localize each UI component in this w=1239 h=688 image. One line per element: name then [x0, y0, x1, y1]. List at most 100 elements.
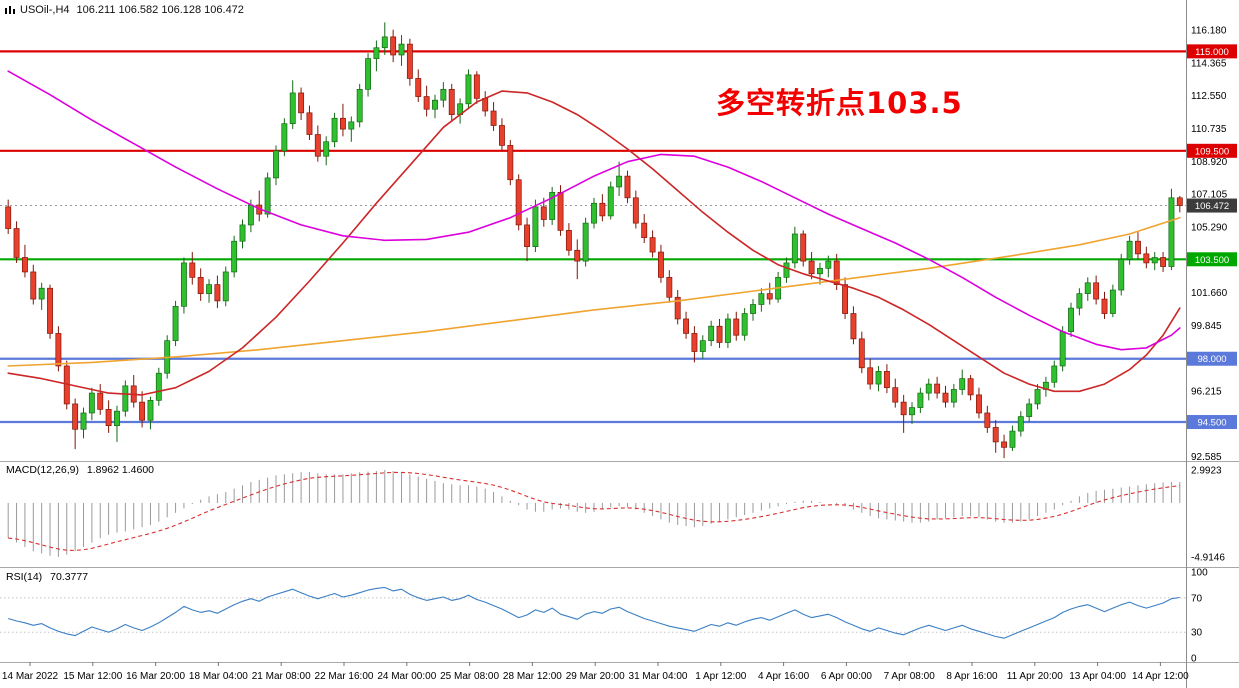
price-axis-label: 116.180 — [1191, 26, 1227, 37]
candle-body — [13, 228, 20, 258]
candle-body — [289, 92, 296, 125]
candle-body — [582, 222, 589, 262]
candle-body — [574, 249, 581, 262]
time-axis-label: 4 Apr 16:00 — [758, 671, 810, 682]
time-axis[interactable]: 14 Mar 2022 15 Mar 12:00 16 Mar 20:00 18 Ma… — [2, 662, 1189, 682]
candle-body — [1109, 289, 1116, 314]
candle-body — [406, 43, 413, 79]
candle-body — [934, 383, 941, 394]
price-level-badge-label: 103.500 — [1195, 255, 1229, 266]
candle-body — [716, 325, 723, 343]
macd-name: MACD(12,26,9) — [6, 464, 79, 476]
candle-body — [97, 392, 104, 410]
candle-body — [197, 277, 204, 294]
candle-body — [147, 399, 154, 421]
time-axis-label: 25 Mar 08:00 — [440, 671, 499, 682]
price-axis-label: 110.735 — [1191, 124, 1227, 135]
time-axis-label: 8 Apr 16:00 — [946, 671, 998, 682]
candle-body — [122, 385, 129, 412]
candle-body — [892, 387, 899, 403]
time-axis-label: 24 Mar 00:00 — [377, 671, 436, 682]
price-pane[interactable] — [0, 0, 1186, 461]
rsi-axis-label: 0 — [1191, 653, 1197, 664]
candle-body — [222, 271, 229, 302]
price-level-badge-label: 94.500 — [1197, 418, 1226, 429]
price-axis[interactable]: 115.000 109.500 103.500 98.000 94.500 106.472… — [1187, 26, 1237, 665]
candle-body — [540, 206, 547, 220]
price-axis-label: 92.585 — [1191, 452, 1222, 463]
candle-body — [883, 371, 890, 389]
candle-body — [800, 233, 807, 262]
candle-body — [992, 427, 999, 443]
candle-body — [339, 117, 346, 130]
price-level-badge-label: 115.000 — [1195, 47, 1229, 58]
price-axis-label: 108.920 — [1191, 157, 1228, 168]
rsi-value: 70.3777 — [50, 571, 89, 583]
candle-body — [281, 123, 288, 152]
candle-body — [88, 392, 95, 414]
price-level-badge — [1187, 252, 1237, 267]
candle-body — [867, 367, 874, 385]
time-axis-label: 1 Apr 12:00 — [695, 671, 747, 682]
candle-body — [381, 36, 388, 49]
candle-body — [607, 186, 614, 217]
candle-body — [390, 36, 397, 56]
candle-body — [214, 284, 221, 302]
rsi-axis-label: 100 — [1191, 568, 1208, 579]
price-level-badge — [1187, 143, 1237, 158]
candle-body — [72, 403, 79, 430]
symbol-timeframe: USOil-,H4 — [20, 4, 70, 16]
candle-body — [1160, 257, 1167, 267]
candle-body — [38, 287, 45, 300]
chart-header: USOil-,H4 106.211 106.582 106.128 106.47… — [5, 4, 244, 16]
candle-body — [55, 333, 62, 367]
macd-indicator-label: MACD(12,26,9) 1.8962 1.4600 — [6, 464, 159, 476]
candle-body — [674, 296, 681, 320]
rsi-name: RSI(14) — [6, 571, 43, 583]
candle-body — [206, 284, 212, 294]
candle-body — [1009, 430, 1016, 448]
candle-body — [507, 145, 514, 181]
rsi-pane[interactable] — [0, 568, 1186, 661]
candle-body — [666, 277, 673, 298]
candle-body — [105, 409, 112, 426]
candle-body — [323, 141, 330, 157]
time-axis-label: 11 Apr 20:00 — [1007, 671, 1063, 682]
price-axis-area[interactable] — [1186, 0, 1239, 662]
candle-body — [331, 117, 338, 143]
candle-body — [549, 192, 556, 220]
current-price-badge — [1187, 198, 1237, 213]
candle-body — [750, 304, 756, 314]
price-level-badge — [1187, 44, 1237, 59]
candle-body — [30, 271, 37, 300]
candle-body — [432, 99, 438, 110]
candle-body — [114, 410, 120, 426]
rsi-line — [8, 586, 1180, 639]
candle-body — [909, 407, 915, 416]
candle-body — [180, 262, 187, 307]
time-axis-area[interactable] — [0, 662, 1186, 688]
time-axis-label: 7 Apr 08:00 — [884, 671, 936, 682]
candle-body — [172, 305, 179, 342]
time-axis-label: 18 Mar 04:00 — [189, 671, 248, 682]
price-axis-label: 105.290 — [1191, 222, 1228, 233]
candle-body — [298, 92, 305, 114]
candle-body — [976, 394, 982, 414]
macd-pane[interactable] — [0, 462, 1186, 567]
candle-body — [1118, 258, 1125, 291]
time-axis-label: 6 Apr 00:00 — [821, 671, 873, 682]
candle-body — [649, 237, 656, 253]
candle-body — [967, 378, 974, 396]
macd-layer — [7, 470, 1181, 557]
candle-body — [1034, 389, 1041, 405]
candle-body — [532, 206, 539, 247]
candle-body — [624, 175, 631, 199]
price-axis-label: 96.215 — [1191, 387, 1222, 398]
time-axis-label: 13 Apr 04:00 — [1069, 671, 1126, 682]
candle-body — [1017, 416, 1024, 432]
annotation-text: 多空转折点103.5 — [716, 86, 963, 120]
candle-body — [733, 318, 740, 336]
moving-averages-layer — [7, 70, 1181, 396]
